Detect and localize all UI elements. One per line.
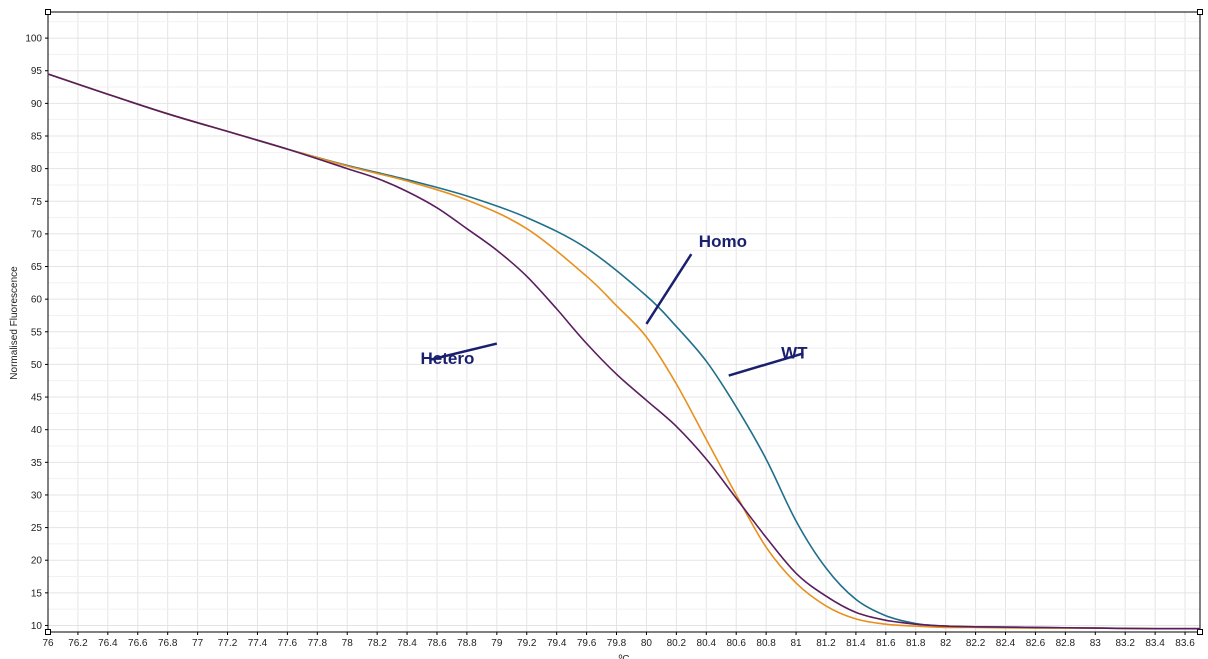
y-tick-label: 30: [31, 490, 43, 501]
grid: [47, 12, 1200, 632]
x-tick-label: 77.6: [278, 638, 298, 649]
x-tick-label: 80: [641, 638, 653, 649]
x-tick-label: 82.6: [1026, 638, 1046, 649]
x-tick-label: 77: [192, 638, 204, 649]
y-tick-label: 15: [31, 588, 43, 599]
x-tick-label: 82.4: [996, 638, 1016, 649]
y-axis-title: Normalised Fluorescence: [9, 266, 20, 380]
annotation-label-homo: Homo: [699, 232, 747, 251]
annotation-leader-homo: [645, 253, 693, 325]
y-tick-label: 50: [31, 360, 43, 371]
x-tick-label: 81.8: [906, 638, 926, 649]
x-tick-label: 78.8: [457, 638, 477, 649]
x-tick-label: 78.4: [397, 638, 417, 649]
x-tick-label: 79: [491, 638, 503, 649]
frame-resize-handle[interactable]: [45, 629, 51, 635]
y-tick-label: 25: [31, 523, 43, 534]
x-tick-label: 76.8: [158, 638, 178, 649]
y-tick-label: 55: [31, 327, 43, 338]
x-tick-label: 82.2: [966, 638, 986, 649]
x-tick-label: 76: [42, 638, 54, 649]
y-tick-label: 95: [31, 66, 43, 77]
plot-background: [48, 12, 1200, 632]
x-tick-label: 77.8: [308, 638, 328, 649]
x-axis-title: ºC: [619, 654, 630, 659]
x-tick-label: 77.2: [218, 638, 238, 649]
frame-resize-handle[interactable]: [1197, 629, 1203, 635]
x-tick-label: 82.8: [1056, 638, 1076, 649]
x-tick-label: 79.8: [607, 638, 627, 649]
x-tick-label: 76.4: [98, 638, 118, 649]
x-tick-label: 76.6: [128, 638, 148, 649]
y-tick-label: 100: [25, 34, 42, 45]
annotation-leader-wt: [728, 352, 804, 377]
series-line-hetero: [47, 73, 1201, 630]
frame-resize-handle[interactable]: [1197, 9, 1203, 15]
x-tick-label: 82: [940, 638, 952, 649]
y-tick-label: 75: [31, 197, 43, 208]
y-tick-label: 85: [31, 132, 43, 143]
annotation-label-wt: WT: [781, 344, 808, 363]
frame-resize-handle[interactable]: [45, 9, 51, 15]
y-tick-label: 80: [31, 164, 43, 175]
x-tick-label: 80.2: [667, 638, 687, 649]
x-tick-label: 81.2: [816, 638, 836, 649]
x-tick-label: 77.4: [248, 638, 268, 649]
x-tick-label: 78: [342, 638, 354, 649]
x-tick-label: 80.4: [697, 638, 717, 649]
y-tick-label: 10: [31, 621, 43, 632]
x-tick-label: 83: [1090, 638, 1102, 649]
x-tick-label: 78.2: [367, 638, 387, 649]
plot-frame: [47, 11, 1201, 633]
x-tick-label: 83.6: [1175, 638, 1195, 649]
y-tick-label: 65: [31, 262, 43, 273]
x-tick-label: 83.4: [1145, 638, 1165, 649]
y-tick-label: 35: [31, 458, 43, 469]
x-tick-label: 76.2: [68, 638, 88, 649]
y-tick-label: 90: [31, 99, 43, 110]
annotations: Homo Hetero WT: [421, 232, 808, 377]
axis-ticks: 76 76.2 76.4 76.6 76.8 77 77.2 77.4 77.6 77.8 78 78…: [25, 9, 1203, 649]
y-tick-label: 70: [31, 229, 43, 240]
x-tick-label: 79.2: [517, 638, 537, 649]
series-lines: [47, 73, 1201, 630]
y-tick-label: 45: [31, 393, 43, 404]
x-tick-label: 80.8: [756, 638, 776, 649]
x-tick-label: 79.4: [547, 638, 567, 649]
x-tick-label: 78.6: [427, 638, 447, 649]
x-tick-label: 80.6: [726, 638, 746, 649]
x-tick-label: 81.4: [846, 638, 866, 649]
x-tick-label: 79.6: [577, 638, 597, 649]
y-tick-label: 60: [31, 295, 43, 306]
y-tick-label: 40: [31, 425, 43, 436]
x-tick-label: 83.2: [1115, 638, 1135, 649]
annotation-label-hetero: Hetero: [421, 349, 475, 368]
y-tick-label: 20: [31, 556, 43, 567]
annotation-leader-hetero: [429, 342, 498, 362]
x-tick-label: 81: [790, 638, 802, 649]
x-tick-label: 81.6: [876, 638, 896, 649]
